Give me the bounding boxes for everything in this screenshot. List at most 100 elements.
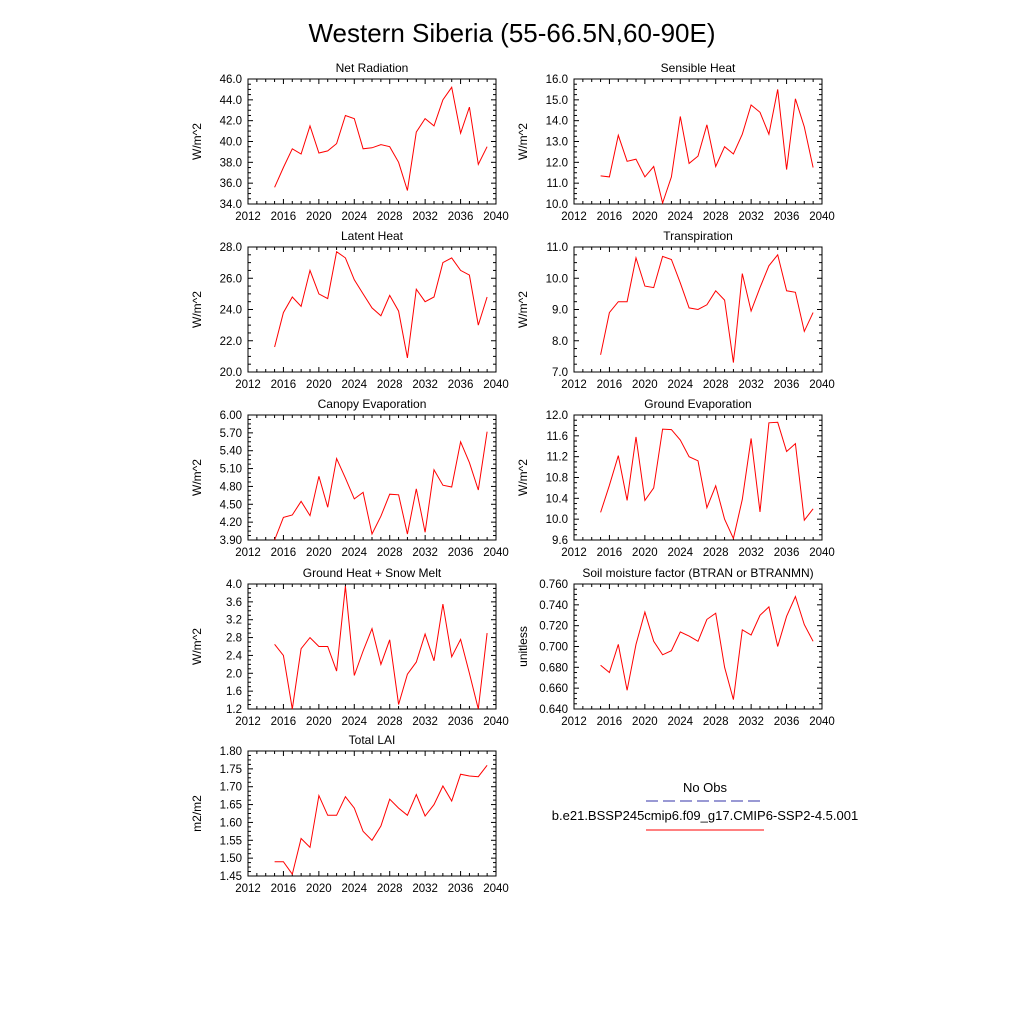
y-axis-label: W/m^2 — [516, 459, 530, 496]
x-tick-label: 2024 — [341, 211, 367, 223]
x-tick-label: 2032 — [412, 379, 438, 391]
y-tick-label: 1.70 — [220, 782, 242, 794]
x-tick-label: 2028 — [377, 716, 403, 728]
x-tick-label: 2020 — [306, 211, 332, 223]
x-tick-label: 2032 — [412, 547, 438, 559]
y-axis-label: W/m^2 — [516, 291, 530, 328]
y-tick-label: 1.75 — [220, 764, 242, 776]
x-tick-label: 2024 — [341, 716, 367, 728]
y-tick-label: 4.20 — [220, 517, 242, 529]
y-tick-label: 15.0 — [546, 95, 568, 107]
y-tick-label: 44.0 — [220, 95, 242, 107]
panel-title: Net Radiation — [336, 61, 409, 75]
legend-model-label: b.e21.BSSP245cmip6.f09_g17.CMIP6-SSP2-4.… — [552, 808, 858, 823]
x-tick-label: 2012 — [235, 379, 261, 391]
y-tick-label: 2.0 — [226, 668, 242, 680]
y-tick-label: 10.0 — [546, 199, 568, 211]
y-tick-label: 46.0 — [220, 74, 242, 86]
series-line — [274, 586, 488, 710]
plot-frame — [573, 414, 823, 541]
x-tick-label: 2036 — [774, 547, 800, 559]
x-tick-label: 2040 — [809, 547, 835, 559]
panels: Net Radiation 2012 2016 2020 2024 2028 2032 203… — [190, 61, 835, 895]
panel-ground-heat-snow-melt: Ground Heat + Snow Melt 2012 2016 2020 2024 2… — [190, 566, 509, 728]
y-tick-label: 20.0 — [220, 367, 242, 379]
x-tick-label: 2036 — [774, 716, 800, 728]
x-tick-label: 2028 — [377, 211, 403, 223]
panel-canopy-evaporation: Canopy Evaporation 2012 2016 2020 2024 2028 20… — [190, 397, 509, 559]
x-tick-label: 2016 — [597, 379, 623, 391]
y-tick-label: 3.6 — [226, 597, 242, 609]
panel-title: Soil moisture factor (BTRAN or BTRANMN) — [582, 566, 813, 580]
y-tick-label: 13.0 — [546, 137, 568, 149]
x-tick-label: 2036 — [774, 211, 800, 223]
y-tick-label: 3.90 — [220, 535, 242, 547]
y-axis-label: W/m^2 — [190, 459, 204, 496]
panel-title: Transpiration — [663, 229, 733, 243]
panel-soil-moisture-factor-btran-or-btranmn: Soil moisture factor (BTRAN or BTRANMN) 2… — [516, 566, 835, 728]
y-tick-label: 1.60 — [220, 817, 242, 829]
figure-title: Western Siberia (55-66.5N,60-90E) — [308, 18, 715, 48]
plot-frame — [247, 78, 497, 205]
x-tick-label: 2028 — [703, 211, 729, 223]
x-tick-label: 2032 — [412, 716, 438, 728]
y-tick-label: 36.0 — [220, 178, 242, 190]
panel-transpiration: Transpiration 2012 2016 2020 2024 2028 2032 203… — [516, 229, 835, 391]
series-line — [600, 421, 814, 540]
x-tick-label: 2036 — [448, 211, 474, 223]
x-tick-label: 2012 — [235, 211, 261, 223]
x-tick-label: 2020 — [306, 883, 332, 895]
x-tick-label: 2028 — [703, 716, 729, 728]
plot-frame — [573, 583, 823, 710]
x-tick-label: 2028 — [377, 883, 403, 895]
y-tick-label: 22.0 — [220, 336, 242, 348]
y-tick-label: 1.45 — [220, 871, 242, 883]
x-tick-label: 2012 — [235, 547, 261, 559]
x-tick-label: 2016 — [597, 547, 623, 559]
x-tick-label: 2040 — [483, 379, 509, 391]
y-tick-label: 4.80 — [220, 481, 242, 493]
y-axis-label: m2/m2 — [190, 795, 204, 832]
y-tick-label: 4.50 — [220, 499, 242, 511]
y-tick-label: 10.0 — [546, 273, 568, 285]
x-tick-label: 2016 — [271, 547, 297, 559]
x-tick-label: 2040 — [483, 883, 509, 895]
y-tick-label: 0.680 — [539, 662, 568, 674]
y-tick-label: 6.00 — [220, 410, 242, 422]
x-tick-label: 2040 — [809, 716, 835, 728]
y-tick-label: 9.0 — [552, 305, 568, 317]
x-tick-label: 2032 — [738, 547, 764, 559]
panel-net-radiation: Net Radiation 2012 2016 2020 2024 2028 2032 203… — [190, 61, 509, 223]
plot-frame — [247, 414, 497, 541]
y-tick-label: 10.0 — [546, 514, 568, 526]
y-tick-label: 0.760 — [539, 579, 568, 591]
y-axis-label: W/m^2 — [190, 291, 204, 328]
x-tick-label: 2020 — [306, 716, 332, 728]
y-tick-label: 1.6 — [226, 686, 242, 698]
y-tick-label: 5.70 — [220, 428, 242, 440]
plot-frame — [247, 750, 497, 877]
x-tick-label: 2020 — [632, 716, 658, 728]
series-line — [274, 431, 488, 541]
y-tick-label: 14.0 — [546, 116, 568, 128]
panel-ground-evaporation: Ground Evaporation 2012 2016 2020 2024 2028 20… — [516, 397, 835, 559]
x-tick-label: 2020 — [306, 379, 332, 391]
x-tick-label: 2016 — [271, 211, 297, 223]
y-tick-label: 0.640 — [539, 704, 568, 716]
y-tick-label: 3.2 — [226, 615, 242, 627]
panel-latent-heat: Latent Heat 2012 2016 2020 2024 2028 2032 2036 2… — [190, 229, 509, 391]
plot-frame — [573, 78, 823, 205]
panel-title: Sensible Heat — [661, 61, 736, 75]
x-tick-label: 2028 — [377, 379, 403, 391]
y-tick-label: 42.0 — [220, 116, 242, 128]
x-tick-label: 2032 — [738, 379, 764, 391]
panel-title: Total LAI — [349, 733, 396, 747]
x-tick-label: 2036 — [448, 716, 474, 728]
y-tick-label: 11.0 — [546, 242, 568, 254]
y-tick-label: 16.0 — [546, 74, 568, 86]
x-tick-label: 2012 — [561, 379, 587, 391]
y-tick-label: 0.660 — [539, 683, 568, 695]
y-tick-label: 1.80 — [220, 746, 242, 758]
y-tick-label: 34.0 — [220, 199, 242, 211]
